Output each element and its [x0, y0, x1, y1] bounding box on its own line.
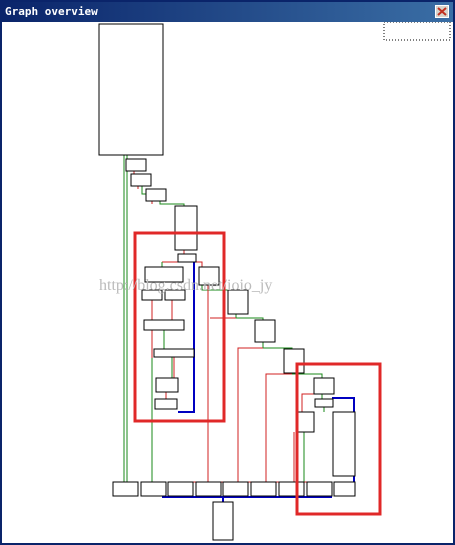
graph-canvas: http://blog.csdn.net/ioio_jy	[98, 22, 451, 541]
viewport-frame	[383, 22, 451, 41]
window-title: Graph overview	[5, 5, 98, 18]
nodes	[98, 23, 356, 541]
highlight-box	[295, 362, 382, 516]
highlight-box	[133, 231, 226, 423]
close-icon	[437, 7, 447, 16]
edges	[123, 153, 355, 502]
watermark: http://blog.csdn.net/ioio_jy	[99, 277, 272, 294]
close-button[interactable]	[435, 5, 449, 18]
title-bar: Graph overview	[2, 2, 453, 22]
